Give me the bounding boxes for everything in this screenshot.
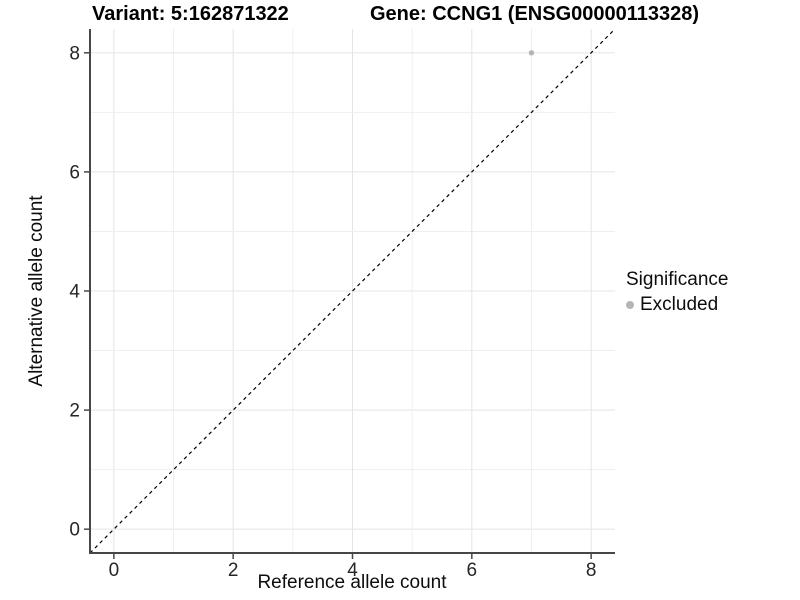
data-point-0 [528, 50, 535, 56]
y-tick-label-8: 8 [69, 43, 80, 64]
excluded-point-swatch [626, 301, 634, 309]
x-tick-label-2: 2 [228, 560, 239, 581]
y-axis-label: Alternative allele count [26, 195, 47, 387]
y-tick-label-4: 4 [69, 282, 80, 303]
x-tick-label-0: 0 [109, 560, 120, 581]
y-tick-label-6: 6 [69, 162, 80, 183]
x-tick-label-4: 4 [347, 560, 358, 581]
x-tick-label-8: 8 [586, 560, 597, 581]
x-axis-label: Reference allele count [257, 572, 447, 593]
x-tick-label-6: 6 [467, 560, 478, 581]
gene-title: Gene: CCNG1 (ENSG00000113328) [370, 3, 700, 25]
legend: Significance Excluded [626, 269, 728, 316]
variant-title: Variant: 5:162871322 [92, 3, 289, 25]
y-tick-label-0: 0 [69, 520, 80, 541]
identity-line [89, 28, 616, 554]
legend-item-label: Excluded [640, 294, 719, 315]
legend-item-excluded: Excluded [626, 294, 728, 316]
legend-title: Significance [626, 269, 729, 290]
y-tick-label-2: 2 [69, 401, 80, 422]
